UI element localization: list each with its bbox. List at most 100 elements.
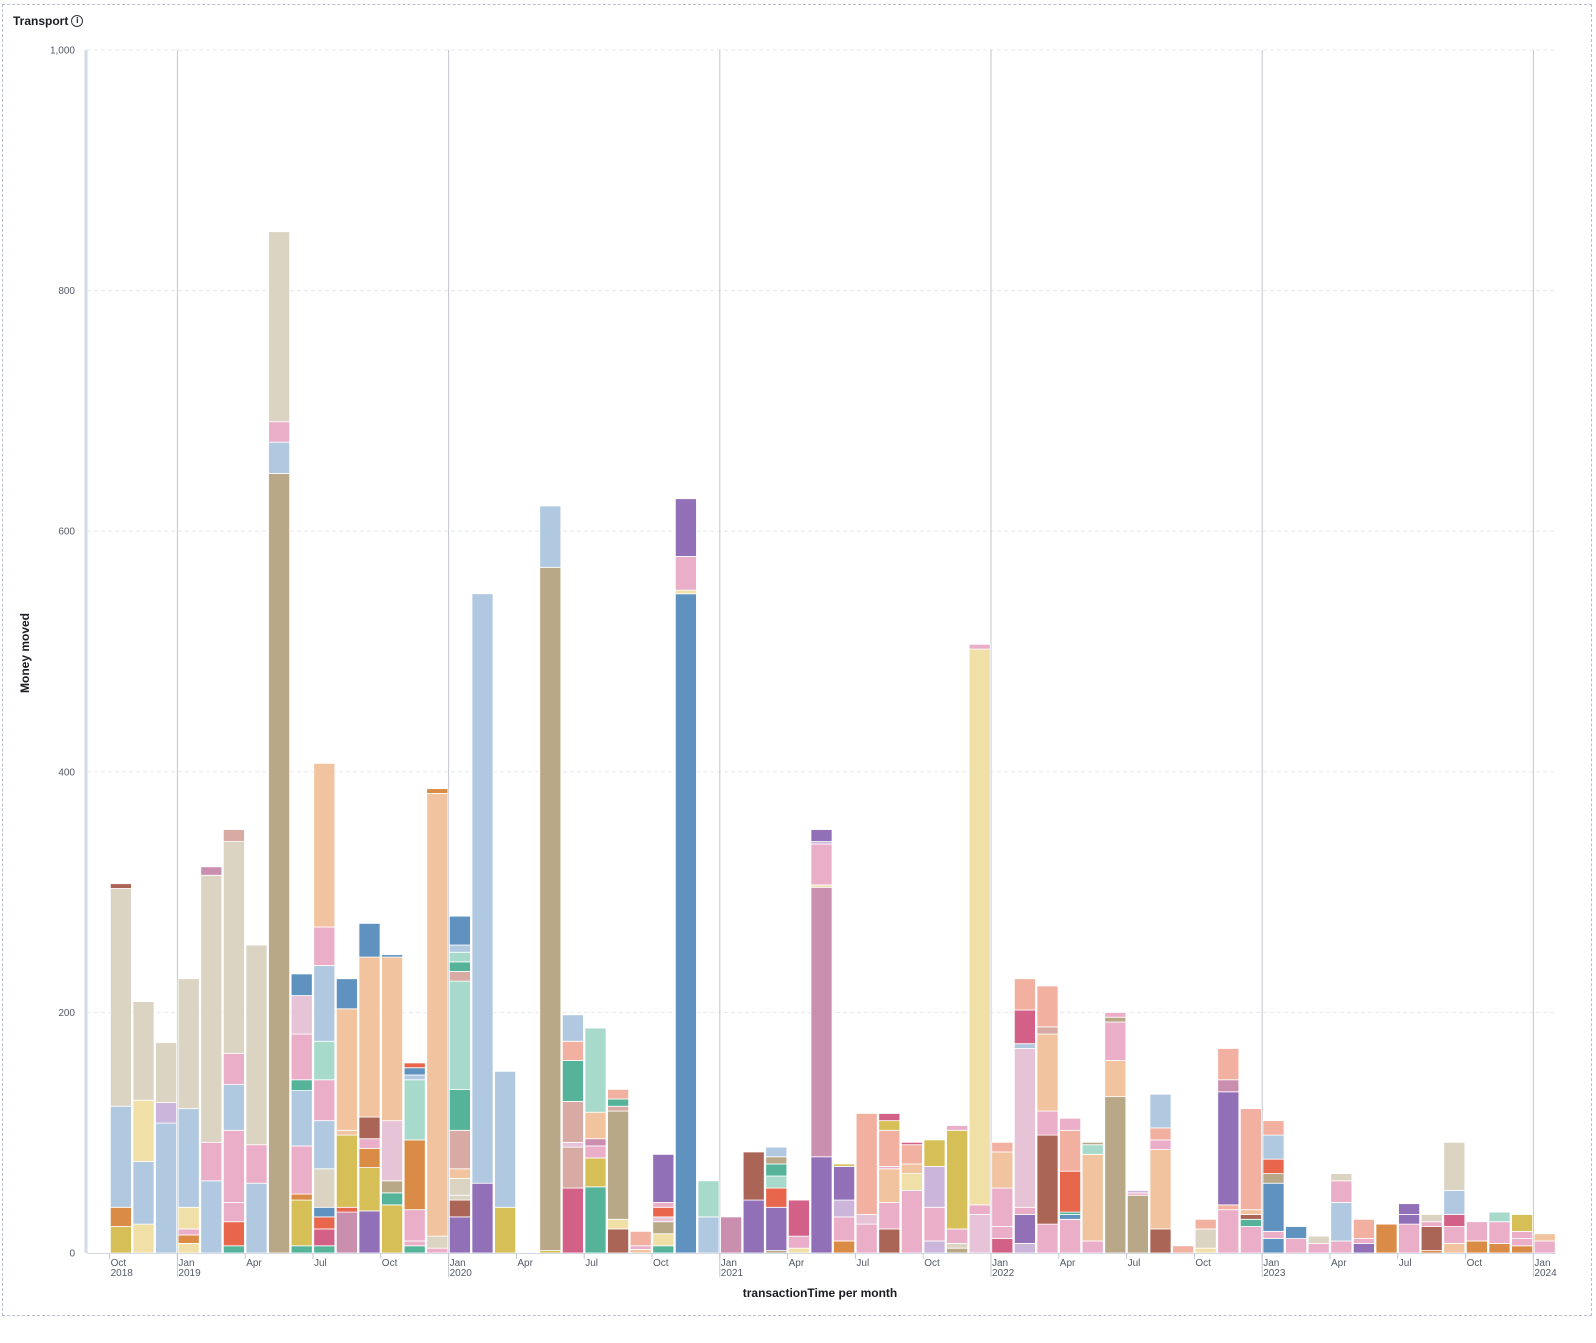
bar-2023-06[interactable] bbox=[1375, 1223, 1398, 1254]
bar-segment[interactable] bbox=[787, 1199, 810, 1237]
bar-segment[interactable] bbox=[697, 1216, 720, 1254]
bar-segment[interactable] bbox=[561, 1014, 584, 1042]
bar-segment[interactable] bbox=[313, 1040, 336, 1081]
bar-segment[interactable] bbox=[448, 1168, 471, 1179]
bar-segment[interactable] bbox=[132, 1223, 155, 1254]
bar-segment[interactable] bbox=[313, 1168, 336, 1208]
bar-segment[interactable] bbox=[629, 1245, 652, 1250]
bar-segment[interactable] bbox=[1104, 1060, 1127, 1098]
bar-segment[interactable] bbox=[1488, 1221, 1511, 1244]
bar-2019-09[interactable] bbox=[358, 922, 381, 1254]
bar-segment[interactable] bbox=[132, 1001, 155, 1101]
bar-2019-12[interactable] bbox=[426, 788, 449, 1254]
bar-segment[interactable] bbox=[448, 944, 471, 953]
bar-segment[interactable] bbox=[1398, 1214, 1421, 1225]
bar-segment[interactable] bbox=[878, 1120, 901, 1131]
bar-segment[interactable] bbox=[923, 1206, 946, 1242]
bar-segment[interactable] bbox=[1081, 1141, 1104, 1146]
bar-segment[interactable] bbox=[652, 1216, 675, 1223]
bar-segment[interactable] bbox=[765, 1175, 788, 1189]
bar-segment[interactable] bbox=[1443, 1190, 1466, 1215]
bar-segment[interactable] bbox=[222, 841, 245, 1054]
bar-segment[interactable] bbox=[403, 1209, 426, 1242]
bar-segment[interactable] bbox=[177, 1242, 200, 1254]
bar-segment[interactable] bbox=[200, 1141, 223, 1182]
bar-segment[interactable] bbox=[900, 1141, 923, 1146]
bar-segment[interactable] bbox=[900, 1190, 923, 1254]
bar-2020-05[interactable] bbox=[539, 505, 562, 1254]
bar-2019-01[interactable] bbox=[177, 978, 200, 1254]
bar-segment[interactable] bbox=[1262, 1173, 1285, 1184]
bar-2021-12[interactable] bbox=[968, 643, 991, 1254]
bar-segment[interactable] bbox=[245, 1182, 268, 1254]
bar-segment[interactable] bbox=[1126, 1194, 1149, 1254]
bar-segment[interactable] bbox=[584, 1145, 607, 1159]
bar-segment[interactable] bbox=[1081, 1144, 1104, 1155]
bar-segment[interactable] bbox=[358, 1116, 381, 1140]
bar-segment[interactable] bbox=[1511, 1245, 1534, 1254]
bar-2020-12[interactable] bbox=[697, 1180, 720, 1254]
bar-segment[interactable] bbox=[200, 866, 223, 876]
bar-segment[interactable] bbox=[833, 1165, 856, 1201]
bar-segment[interactable] bbox=[290, 995, 313, 1035]
bar-segment[interactable] bbox=[1488, 1242, 1511, 1254]
bar-segment[interactable] bbox=[358, 1210, 381, 1254]
bar-segment[interactable] bbox=[313, 926, 336, 966]
bar-segment[interactable] bbox=[132, 1161, 155, 1225]
bar-segment[interactable] bbox=[177, 1108, 200, 1208]
bar-2023-12[interactable] bbox=[1511, 1214, 1534, 1254]
bar-segment[interactable] bbox=[607, 1228, 630, 1254]
bar-2023-07[interactable] bbox=[1398, 1203, 1421, 1254]
bar-segment[interactable] bbox=[878, 1168, 901, 1203]
bar-segment[interactable] bbox=[245, 944, 268, 1146]
bar-segment[interactable] bbox=[561, 1101, 584, 1143]
bar-segment[interactable] bbox=[381, 1180, 404, 1194]
bar-segment[interactable] bbox=[674, 593, 697, 1254]
bar-segment[interactable] bbox=[313, 762, 336, 928]
bar-segment[interactable] bbox=[1239, 1226, 1262, 1254]
bar-segment[interactable] bbox=[1104, 1096, 1127, 1254]
bar-segment[interactable] bbox=[177, 1228, 200, 1236]
bar-segment[interactable] bbox=[561, 1187, 584, 1254]
bar-2022-03[interactable] bbox=[1036, 985, 1059, 1254]
bar-segment[interactable] bbox=[290, 1079, 313, 1091]
bar-segment[interactable] bbox=[900, 1163, 923, 1175]
bar-2023-09[interactable] bbox=[1443, 1141, 1466, 1254]
bar-segment[interactable] bbox=[381, 1120, 404, 1182]
bar-segment[interactable] bbox=[674, 498, 697, 557]
bar-segment[interactable] bbox=[155, 1102, 178, 1124]
bar-segment[interactable] bbox=[177, 1206, 200, 1230]
bar-segment[interactable] bbox=[403, 1240, 426, 1247]
bar-segment[interactable] bbox=[1375, 1223, 1398, 1254]
bar-segment[interactable] bbox=[1307, 1235, 1330, 1244]
bar-segment[interactable] bbox=[855, 1214, 878, 1225]
bar-2020-02[interactable] bbox=[471, 593, 494, 1254]
bar-segment[interactable] bbox=[358, 922, 381, 958]
bar-segment[interactable] bbox=[403, 1062, 426, 1069]
bar-segment[interactable] bbox=[1262, 1182, 1285, 1232]
bar-2019-10[interactable] bbox=[381, 954, 404, 1254]
bar-segment[interactable] bbox=[833, 1216, 856, 1242]
bar-segment[interactable] bbox=[358, 1167, 381, 1212]
bar-2021-04[interactable] bbox=[787, 1199, 810, 1254]
bar-segment[interactable] bbox=[426, 793, 449, 1237]
bar-segment[interactable] bbox=[833, 1199, 856, 1218]
bar-segment[interactable] bbox=[1262, 1230, 1285, 1239]
bar-segment[interactable] bbox=[494, 1206, 517, 1254]
bar-segment[interactable] bbox=[1149, 1149, 1172, 1230]
bar-segment[interactable] bbox=[1330, 1202, 1353, 1242]
bar-segment[interactable] bbox=[335, 1129, 358, 1136]
bar-segment[interactable] bbox=[1217, 1204, 1240, 1211]
bar-segment[interactable] bbox=[1398, 1223, 1421, 1254]
bar-segment[interactable] bbox=[1465, 1240, 1488, 1254]
bar-2019-05[interactable] bbox=[268, 231, 291, 1254]
bar-segment[interactable] bbox=[1104, 1021, 1127, 1061]
bar-segment[interactable] bbox=[1036, 1223, 1059, 1254]
bar-segment[interactable] bbox=[1149, 1139, 1172, 1150]
bar-segment[interactable] bbox=[561, 1146, 584, 1189]
bar-segment[interactable] bbox=[900, 1173, 923, 1191]
bar-segment[interactable] bbox=[403, 1139, 426, 1211]
bar-segment[interactable] bbox=[471, 593, 494, 1184]
bar-2018-12[interactable] bbox=[155, 1042, 178, 1254]
bar-2018-10[interactable] bbox=[109, 883, 132, 1254]
